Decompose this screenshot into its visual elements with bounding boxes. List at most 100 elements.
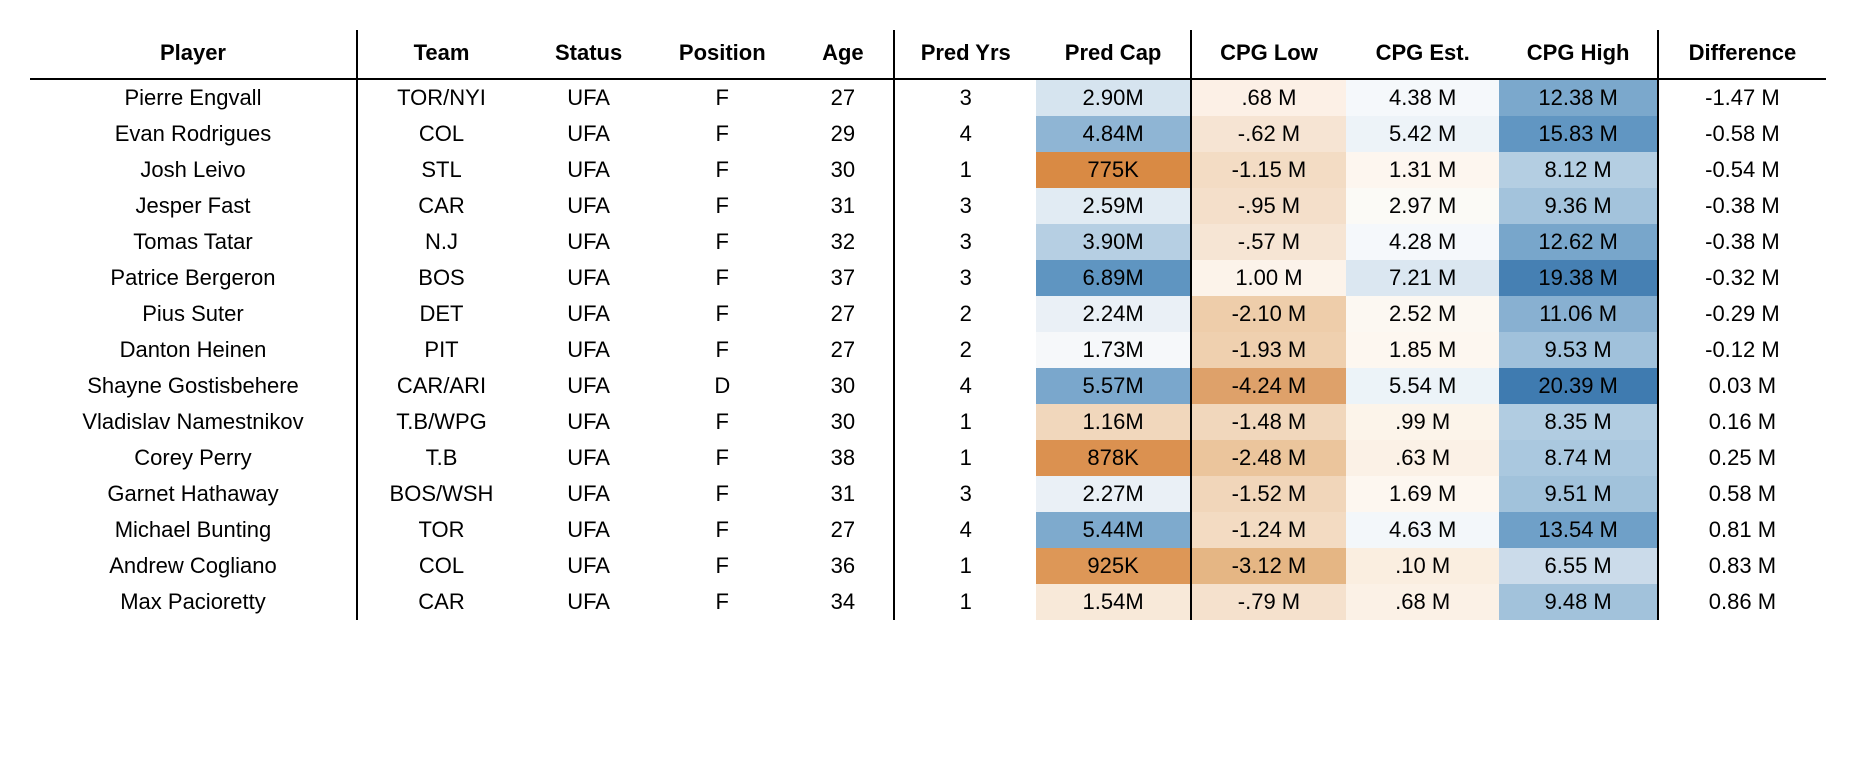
cell-age: 27	[792, 79, 894, 116]
cell-cpgHigh: 11.06 M	[1499, 296, 1657, 332]
cell-predYrs: 4	[894, 116, 1036, 152]
cell-diff: 0.58 M	[1658, 476, 1826, 512]
cell-predYrs: 2	[894, 332, 1036, 368]
cell-position: F	[652, 260, 792, 296]
cell-predYrs: 1	[894, 584, 1036, 620]
cell-diff: -0.29 M	[1658, 296, 1826, 332]
cell-cpgHigh: 12.38 M	[1499, 79, 1657, 116]
table-body: Pierre EngvallTOR/NYIUFAF2732.90M.68 M4.…	[30, 79, 1826, 620]
cell-diff: -0.32 M	[1658, 260, 1826, 296]
cell-team: DET	[357, 296, 525, 332]
cell-predYrs: 3	[894, 188, 1036, 224]
cell-predYrs: 3	[894, 224, 1036, 260]
cell-diff: -0.54 M	[1658, 152, 1826, 188]
cell-position: F	[652, 584, 792, 620]
table-row: Danton HeinenPITUFAF2721.73M-1.93 M1.85 …	[30, 332, 1826, 368]
cell-age: 38	[792, 440, 894, 476]
cell-team: CAR/ARI	[357, 368, 525, 404]
cell-player: Josh Leivo	[30, 152, 357, 188]
table-row: Jesper FastCARUFAF3132.59M-.95 M2.97 M9.…	[30, 188, 1826, 224]
cell-team: TOR/NYI	[357, 79, 525, 116]
cell-diff: 0.25 M	[1658, 440, 1826, 476]
cell-cpgEst: 1.31 M	[1346, 152, 1500, 188]
cell-player: Max Pacioretty	[30, 584, 357, 620]
cell-position: F	[652, 476, 792, 512]
cell-player: Jesper Fast	[30, 188, 357, 224]
cell-diff: 0.03 M	[1658, 368, 1826, 404]
cell-diff: 0.83 M	[1658, 548, 1826, 584]
col-team: Team	[357, 30, 525, 79]
table-row: Pius SuterDETUFAF2722.24M-2.10 M2.52 M11…	[30, 296, 1826, 332]
table-row: Corey PerryT.BUFAF381878K-2.48 M.63 M8.7…	[30, 440, 1826, 476]
col-cpg-low: CPG Low	[1191, 30, 1346, 79]
cell-player: Vladislav Namestnikov	[30, 404, 357, 440]
cell-cpgEst: 2.52 M	[1346, 296, 1500, 332]
table-row: Garnet HathawayBOS/WSHUFAF3132.27M-1.52 …	[30, 476, 1826, 512]
col-pred-yrs: Pred Yrs	[894, 30, 1036, 79]
cell-player: Pius Suter	[30, 296, 357, 332]
cell-cpgLow: -.79 M	[1191, 584, 1346, 620]
cell-predYrs: 1	[894, 440, 1036, 476]
cell-team: COL	[357, 116, 525, 152]
cell-age: 29	[792, 116, 894, 152]
cell-cpgHigh: 19.38 M	[1499, 260, 1657, 296]
cell-cpgEst: 1.69 M	[1346, 476, 1500, 512]
table-header-row: Player Team Status Position Age Pred Yrs…	[30, 30, 1826, 79]
cell-player: Corey Perry	[30, 440, 357, 476]
cell-status: UFA	[525, 224, 652, 260]
cell-position: F	[652, 332, 792, 368]
cell-age: 27	[792, 332, 894, 368]
cell-diff: -0.12 M	[1658, 332, 1826, 368]
cell-diff: 0.81 M	[1658, 512, 1826, 548]
cell-age: 36	[792, 548, 894, 584]
col-age: Age	[792, 30, 894, 79]
cell-age: 37	[792, 260, 894, 296]
cell-status: UFA	[525, 440, 652, 476]
cell-player: Patrice Bergeron	[30, 260, 357, 296]
cell-cpgLow: -3.12 M	[1191, 548, 1346, 584]
table-row: Patrice BergeronBOSUFAF3736.89M1.00 M7.2…	[30, 260, 1826, 296]
cell-team: CAR	[357, 188, 525, 224]
cell-team: N.J	[357, 224, 525, 260]
cell-cpgLow: .68 M	[1191, 79, 1346, 116]
cell-player: Shayne Gostisbehere	[30, 368, 357, 404]
cell-cpgHigh: 6.55 M	[1499, 548, 1657, 584]
cell-status: UFA	[525, 260, 652, 296]
cell-player: Danton Heinen	[30, 332, 357, 368]
cell-predCap: 925K	[1036, 548, 1191, 584]
cell-player: Garnet Hathaway	[30, 476, 357, 512]
cell-cpgEst: 5.54 M	[1346, 368, 1500, 404]
cell-predYrs: 4	[894, 368, 1036, 404]
cell-cpgEst: .10 M	[1346, 548, 1500, 584]
table-row: Max PaciorettyCARUFAF3411.54M-.79 M.68 M…	[30, 584, 1826, 620]
cell-status: UFA	[525, 548, 652, 584]
cell-cpgEst: 2.97 M	[1346, 188, 1500, 224]
cell-diff: -1.47 M	[1658, 79, 1826, 116]
col-player: Player	[30, 30, 357, 79]
table-row: Pierre EngvallTOR/NYIUFAF2732.90M.68 M4.…	[30, 79, 1826, 116]
cell-cpgEst: 4.63 M	[1346, 512, 1500, 548]
cell-predCap: 2.27M	[1036, 476, 1191, 512]
cell-status: UFA	[525, 188, 652, 224]
cell-position: F	[652, 188, 792, 224]
cell-cpgLow: 1.00 M	[1191, 260, 1346, 296]
table-row: Tomas TatarN.JUFAF3233.90M-.57 M4.28 M12…	[30, 224, 1826, 260]
col-pred-cap: Pred Cap	[1036, 30, 1191, 79]
cell-status: UFA	[525, 476, 652, 512]
player-salary-table: Player Team Status Position Age Pred Yrs…	[30, 30, 1826, 620]
cell-player: Tomas Tatar	[30, 224, 357, 260]
cell-predCap: 4.84M	[1036, 116, 1191, 152]
cell-age: 27	[792, 512, 894, 548]
cell-cpgHigh: 20.39 M	[1499, 368, 1657, 404]
cell-predCap: 1.54M	[1036, 584, 1191, 620]
cell-cpgHigh: 9.53 M	[1499, 332, 1657, 368]
cell-team: COL	[357, 548, 525, 584]
cell-player: Evan Rodrigues	[30, 116, 357, 152]
cell-team: BOS/WSH	[357, 476, 525, 512]
cell-status: UFA	[525, 584, 652, 620]
cell-predCap: 1.73M	[1036, 332, 1191, 368]
table-row: Josh LeivoSTLUFAF301775K-1.15 M1.31 M8.1…	[30, 152, 1826, 188]
cell-position: F	[652, 548, 792, 584]
cell-predCap: 3.90M	[1036, 224, 1191, 260]
cell-cpgHigh: 8.74 M	[1499, 440, 1657, 476]
